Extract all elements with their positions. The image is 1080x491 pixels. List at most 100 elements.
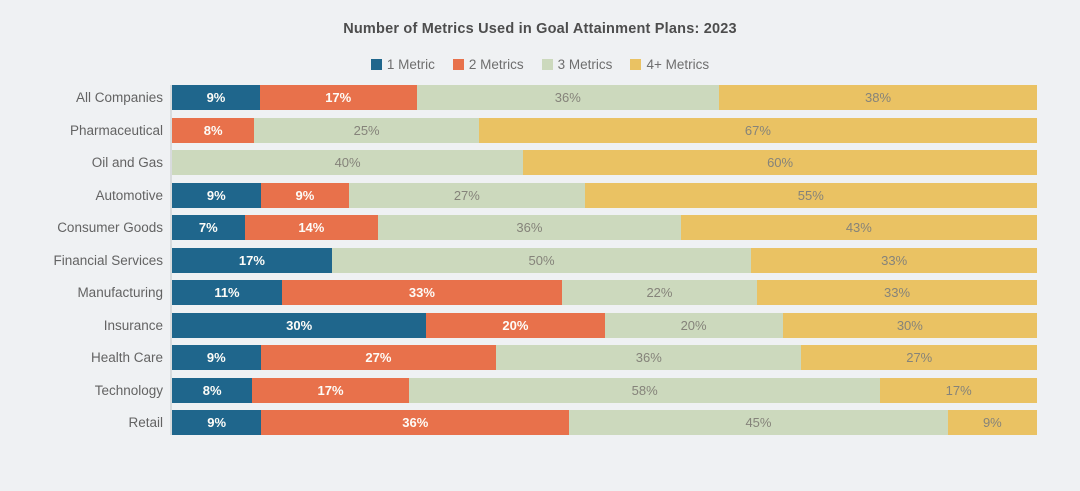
category-label: Consumer Goods [57, 220, 163, 235]
segment-value-label: 7% [198, 220, 218, 235]
bar-segment: 58% [408, 377, 881, 403]
bar-segment: 17% [252, 377, 409, 403]
bar-segment: 33% [751, 247, 1037, 273]
segment-value-label: 22% [646, 285, 673, 300]
bar-segment: 33% [281, 280, 562, 305]
segment-value-label: 9% [206, 187, 226, 203]
chart-row: All Companies 9% 17% 36% 38% [0, 85, 1037, 110]
segment-value-label: 30% [286, 317, 313, 333]
category-label: Manufacturing [77, 285, 163, 300]
legend-swatch-icon [370, 59, 382, 70]
bar-segment: 20% [426, 312, 605, 338]
chart-row: Pharmaceutical 8% 25% 67% [0, 117, 1037, 143]
bar-segment: 20% [604, 312, 783, 338]
bar-segment: 36% [378, 215, 681, 240]
segment-value-label: 9% [982, 415, 1002, 430]
segment-value-label: 36% [635, 350, 662, 365]
bar-track: 8% 25% 67% [172, 117, 1037, 143]
chart-row: Oil and Gas 40% 60% [0, 150, 1037, 175]
bar-segment: 40% [172, 150, 524, 175]
bar-segment: 60% [523, 150, 1037, 175]
bar-segment: 9% [172, 345, 261, 370]
bar-track: 9% 27% 36% 27% [172, 345, 1037, 370]
category-label: Financial Services [53, 252, 163, 268]
y-axis-line [170, 85, 172, 435]
chart-row: Financial Services 17% 50% 33% [0, 247, 1037, 273]
chart-title: Number of Metrics Used in Goal Attainmen… [343, 21, 737, 37]
bar-segment: 67% [478, 117, 1037, 143]
segment-value-label: 43% [845, 220, 872, 235]
bar-segment: 9% [172, 182, 261, 208]
legend-swatch-icon [452, 59, 464, 70]
chart-row: Automotive 9% 9% 27% 55% [0, 182, 1037, 208]
bar-segment: 30% [172, 312, 427, 338]
bar-segment: 9% [172, 85, 260, 110]
legend-item-1: 1 Metric [370, 57, 435, 72]
segment-value-label: 36% [516, 220, 543, 235]
bar-segment: 30% [782, 312, 1037, 338]
bar-segment: 55% [584, 182, 1037, 208]
chart-legend: 1 Metric 2 Metrics 3 Metrics 4+ Metrics [0, 57, 1080, 72]
bar-segment: 27% [260, 345, 497, 370]
bar-segment: 9% [172, 410, 262, 435]
bar-track: 9% 9% 27% 55% [172, 182, 1037, 208]
segment-value-label: 14% [298, 220, 325, 235]
bar-segment: 38% [719, 85, 1037, 110]
bar-segment: 25% [254, 117, 479, 143]
bar-segment: 17% [880, 377, 1037, 403]
bar-track: 9% 17% 36% 38% [172, 85, 1037, 110]
segment-value-label: 30% [896, 317, 923, 333]
segment-value-label: 20% [680, 317, 707, 333]
bar-segment: 17% [259, 85, 417, 110]
bar-segment: 27% [349, 182, 585, 208]
category-label: Technology [94, 382, 163, 398]
legend-swatch-icon [541, 59, 553, 70]
bar-segment: 33% [757, 280, 1037, 305]
category-label: Retail [128, 415, 163, 430]
bar-segment: 9% [260, 182, 350, 208]
segment-value-label: 25% [353, 122, 380, 138]
segment-value-label: 50% [528, 252, 555, 268]
chart-row: Consumer Goods 7% 14% 36% 43% [0, 215, 1037, 240]
legend-label: 4+ Metrics [646, 57, 710, 72]
chart-row: Manufacturing 11% 33% 22% 33% [0, 280, 1037, 305]
stacked-bar-chart: All Companies 9% 17% 36% 38% Pharmaceutical 8%… [0, 85, 1080, 435]
bar-segment: 14% [244, 215, 379, 240]
segment-value-label: 11% [214, 285, 240, 300]
segment-value-label: 9% [295, 187, 315, 203]
segment-value-label: 8% [203, 122, 223, 138]
segment-value-label: 60% [767, 155, 794, 170]
segment-value-label: 27% [365, 350, 392, 365]
legend-item-4: 4+ Metrics [630, 57, 709, 72]
bar-segment: 43% [680, 215, 1037, 240]
segment-value-label: 36% [402, 415, 429, 430]
segment-value-label: 45% [745, 415, 772, 430]
category-label: Pharmaceutical [69, 122, 163, 138]
bar-segment: 22% [561, 280, 758, 305]
bar-track: 8% 17% 58% 17% [172, 377, 1037, 403]
bar-segment: 50% [331, 247, 752, 273]
bar-segment: 17% [172, 247, 332, 273]
segment-value-label: 55% [797, 187, 824, 203]
chart-row: Insurance 30% 20% 20% 30% [0, 312, 1037, 338]
segment-value-label: 58% [631, 382, 658, 398]
category-label: Insurance [103, 317, 163, 333]
segment-value-label: 17% [945, 382, 972, 398]
legend-item-3: 3 Metrics [541, 57, 612, 72]
segment-value-label: 33% [408, 285, 435, 300]
bar-segment: 9% [947, 410, 1037, 435]
segment-value-label: 36% [554, 90, 581, 105]
segment-value-label: 33% [881, 252, 908, 268]
bar-segment: 45% [569, 410, 948, 435]
legend-item-2: 2 Metrics [452, 57, 524, 72]
category-label: Automotive [95, 187, 163, 203]
segment-value-label: 27% [453, 187, 480, 203]
segment-value-label: 17% [325, 90, 352, 105]
bar-segment: 36% [416, 85, 720, 110]
bar-segment: 36% [496, 345, 802, 370]
segment-value-label: 20% [502, 317, 529, 333]
segment-value-label: 33% [884, 285, 911, 300]
chart-row: Retail 9% 36% 45% 9% [0, 410, 1037, 435]
segment-value-label: 17% [238, 252, 265, 268]
bar-track: 30% 20% 20% 30% [172, 312, 1037, 338]
